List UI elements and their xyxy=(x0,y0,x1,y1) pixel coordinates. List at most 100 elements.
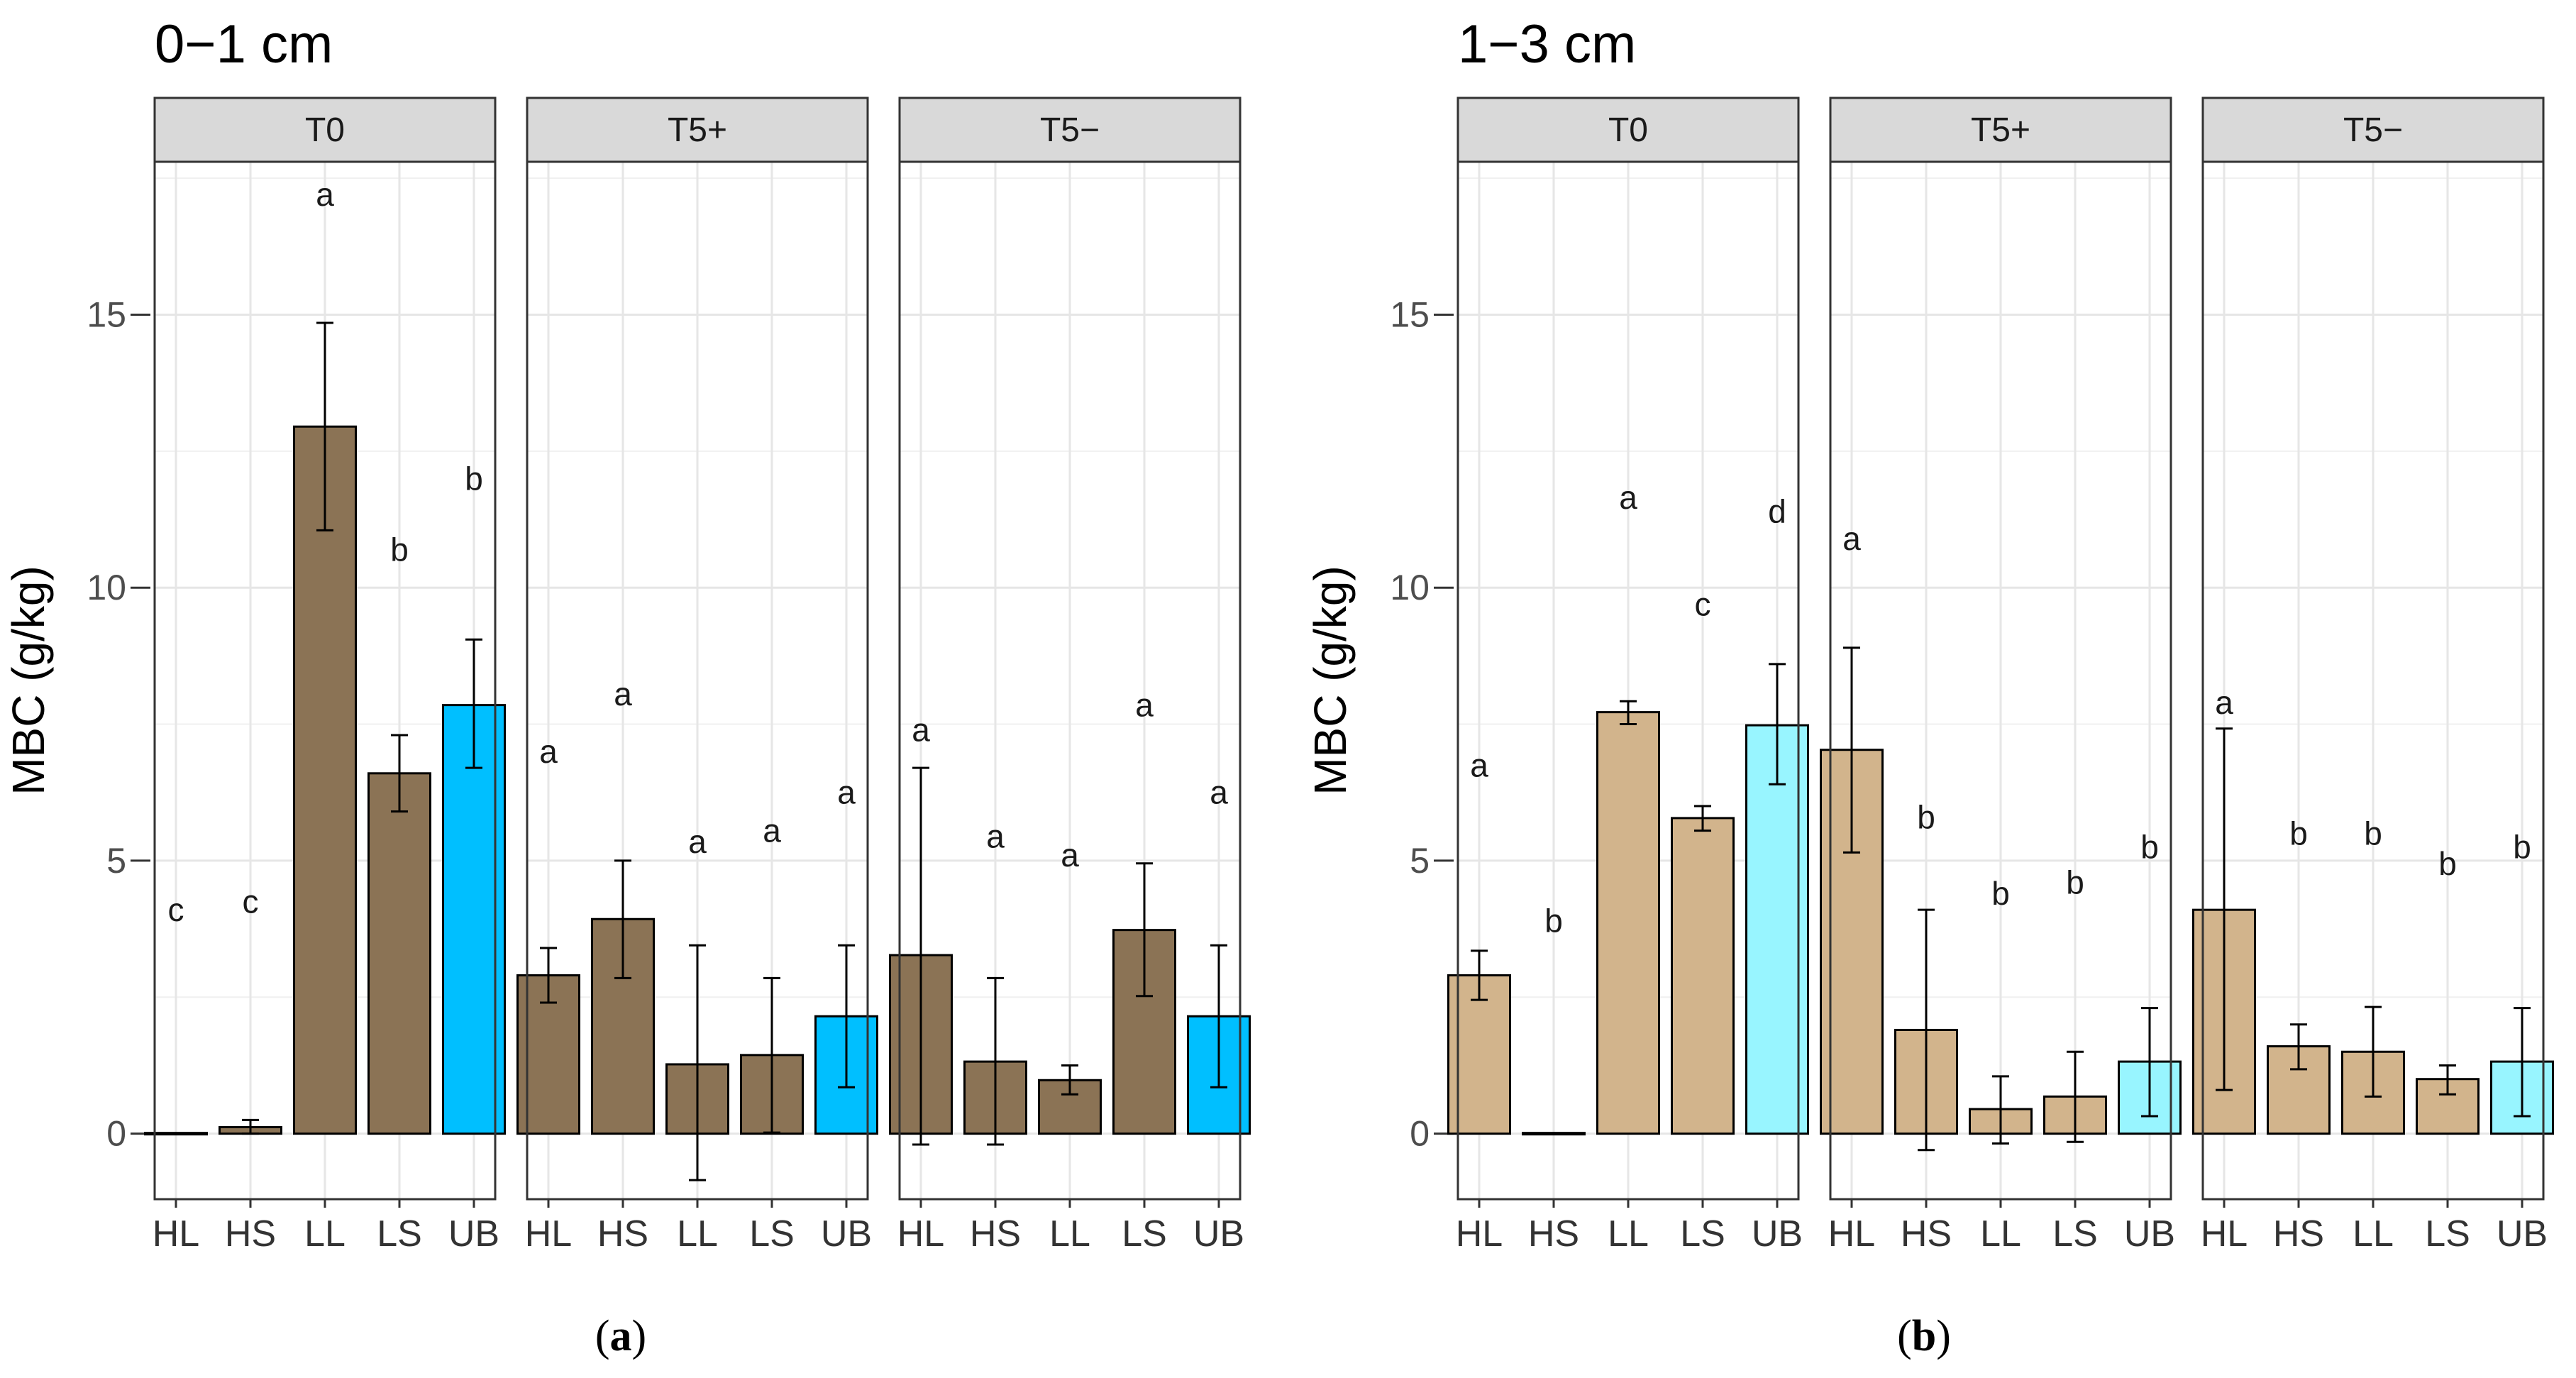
y-axis-title: MBC (g/kg) xyxy=(1305,566,1356,795)
bar-LL xyxy=(1596,711,1660,1135)
x-tick-label: HS xyxy=(970,1213,1021,1255)
x-tick-label: LS xyxy=(749,1213,795,1255)
x-tick-label: HL xyxy=(1456,1213,1503,1255)
facet-strip xyxy=(526,97,869,163)
facet-strip xyxy=(153,97,497,163)
y-tick-label: 5 xyxy=(1410,841,1430,881)
x-tick-label: HS xyxy=(1901,1213,1952,1255)
error-bar-LS xyxy=(763,976,780,1134)
significance-letter: c xyxy=(243,883,259,920)
error-bar-LL xyxy=(316,321,333,531)
x-tick-label: LL xyxy=(677,1213,718,1255)
facet-strip-label: T0 xyxy=(305,111,345,149)
y-axis-title: MBC (g/kg) xyxy=(3,566,54,795)
y-tick-label: 0 xyxy=(106,1114,126,1154)
x-tick-label: LS xyxy=(377,1213,422,1255)
x-tick-label: LL xyxy=(304,1213,346,1255)
error-bar-LL xyxy=(1992,1075,2009,1145)
facet-strip-label: T5− xyxy=(2343,111,2403,149)
x-tick-label: UB xyxy=(1193,1213,1244,1255)
error-bar-HS xyxy=(614,859,631,979)
x-tick-label: HS xyxy=(225,1213,276,1255)
bar-HL xyxy=(144,1132,208,1136)
significance-letter: d xyxy=(1768,492,1786,529)
facet-strip xyxy=(898,97,1242,163)
x-tick-label: LS xyxy=(1122,1213,1167,1255)
y-tick-label: 15 xyxy=(1390,294,1430,334)
bar-LL xyxy=(293,425,357,1135)
significance-letter: a xyxy=(1619,479,1637,516)
facet-T5+: T5+ a a a a a HL HS LL LS UB xyxy=(516,97,878,1255)
y-tick-label: 5 xyxy=(106,841,126,881)
x-tick-label: HL xyxy=(525,1213,572,1255)
error-bar-LL xyxy=(1061,1064,1078,1096)
x-tick-label: LL xyxy=(2353,1213,2394,1255)
facet-strip xyxy=(2201,97,2545,163)
significance-letter: b xyxy=(1544,903,1563,939)
error-bar-LL xyxy=(2365,1005,2382,1098)
chart-title: 1−3 cm xyxy=(1458,14,1636,75)
error-bar-HS xyxy=(1918,908,1935,1152)
x-tick-label: LL xyxy=(1049,1213,1090,1255)
error-bar-UB xyxy=(838,944,855,1088)
error-bar-LS xyxy=(2439,1064,2456,1096)
y-tick-label: 10 xyxy=(87,568,126,607)
error-bar-LL xyxy=(1620,700,1637,726)
significance-letter: a xyxy=(1210,774,1228,811)
facet-T5−: T5− a a a a a HL HS LL LS UB xyxy=(889,97,1251,1255)
significance-letter: b xyxy=(1917,798,1935,835)
facet-strip-label: T5+ xyxy=(668,111,727,149)
panel-caption: (a) xyxy=(595,1312,646,1360)
significance-letter: a xyxy=(2215,684,2233,721)
x-tick-label: UB xyxy=(2497,1213,2548,1255)
significance-letter: a xyxy=(1842,520,1861,557)
x-tick-label: HL xyxy=(153,1213,199,1255)
facet-strip xyxy=(1456,97,1800,163)
x-tick-label: LS xyxy=(1680,1213,1725,1255)
significance-letter: a xyxy=(688,823,707,860)
significance-letter: a xyxy=(539,733,558,770)
error-bar-LS xyxy=(1694,805,1711,832)
significance-letter: a xyxy=(316,176,334,213)
error-bar-UB xyxy=(2514,1007,2531,1118)
x-tick-label: UB xyxy=(2124,1213,2175,1255)
significance-letter: b xyxy=(2438,845,2457,882)
x-tick-label: LS xyxy=(2052,1213,2098,1255)
x-tick-label: LL xyxy=(1608,1213,1649,1255)
significance-letter: a xyxy=(1061,837,1079,873)
facet-strip-label: T0 xyxy=(1608,111,1648,149)
error-bar-HL xyxy=(2216,727,2233,1091)
y-tick-label: 15 xyxy=(87,294,126,334)
significance-letter: b xyxy=(2066,864,2084,901)
error-bar-HS xyxy=(987,976,1004,1146)
significance-letter: a xyxy=(986,817,1005,854)
significance-letter: b xyxy=(2513,829,2531,866)
error-bar-HL xyxy=(1471,949,1488,1001)
facet-strip-label: T5+ xyxy=(1971,111,2030,149)
x-tick-label: HS xyxy=(597,1213,648,1255)
x-tick-label: LS xyxy=(2425,1213,2470,1255)
facet-T5+: T5+ a b b b b HL HS LL LS UB xyxy=(1820,97,2182,1255)
bar-LS xyxy=(367,772,431,1135)
chart-title: 0−1 cm xyxy=(155,14,333,75)
error-bar-LS xyxy=(1136,862,1153,998)
significance-letter: a xyxy=(1470,746,1488,783)
significance-letter: b xyxy=(1991,875,2010,912)
error-bar-UB xyxy=(2141,1007,2158,1118)
significance-letter: b xyxy=(465,460,483,497)
error-bar-HL xyxy=(540,947,557,1004)
y-tick-label: 0 xyxy=(1410,1114,1430,1154)
significance-letter: b xyxy=(390,531,409,568)
significance-letter: a xyxy=(614,676,632,712)
bar-LS xyxy=(1671,817,1735,1135)
error-bar-HL xyxy=(1843,646,1860,854)
x-tick-label: HS xyxy=(2273,1213,2324,1255)
significance-letter: a xyxy=(837,774,856,811)
x-tick-label: HL xyxy=(1828,1213,1875,1255)
x-tick-label: HS xyxy=(1528,1213,1579,1255)
y-tick-label: 10 xyxy=(1390,568,1430,607)
facet-T0: T0 a b a c d HL HS LL LS UB xyxy=(1447,97,1809,1255)
bar-HS xyxy=(1522,1132,1586,1136)
